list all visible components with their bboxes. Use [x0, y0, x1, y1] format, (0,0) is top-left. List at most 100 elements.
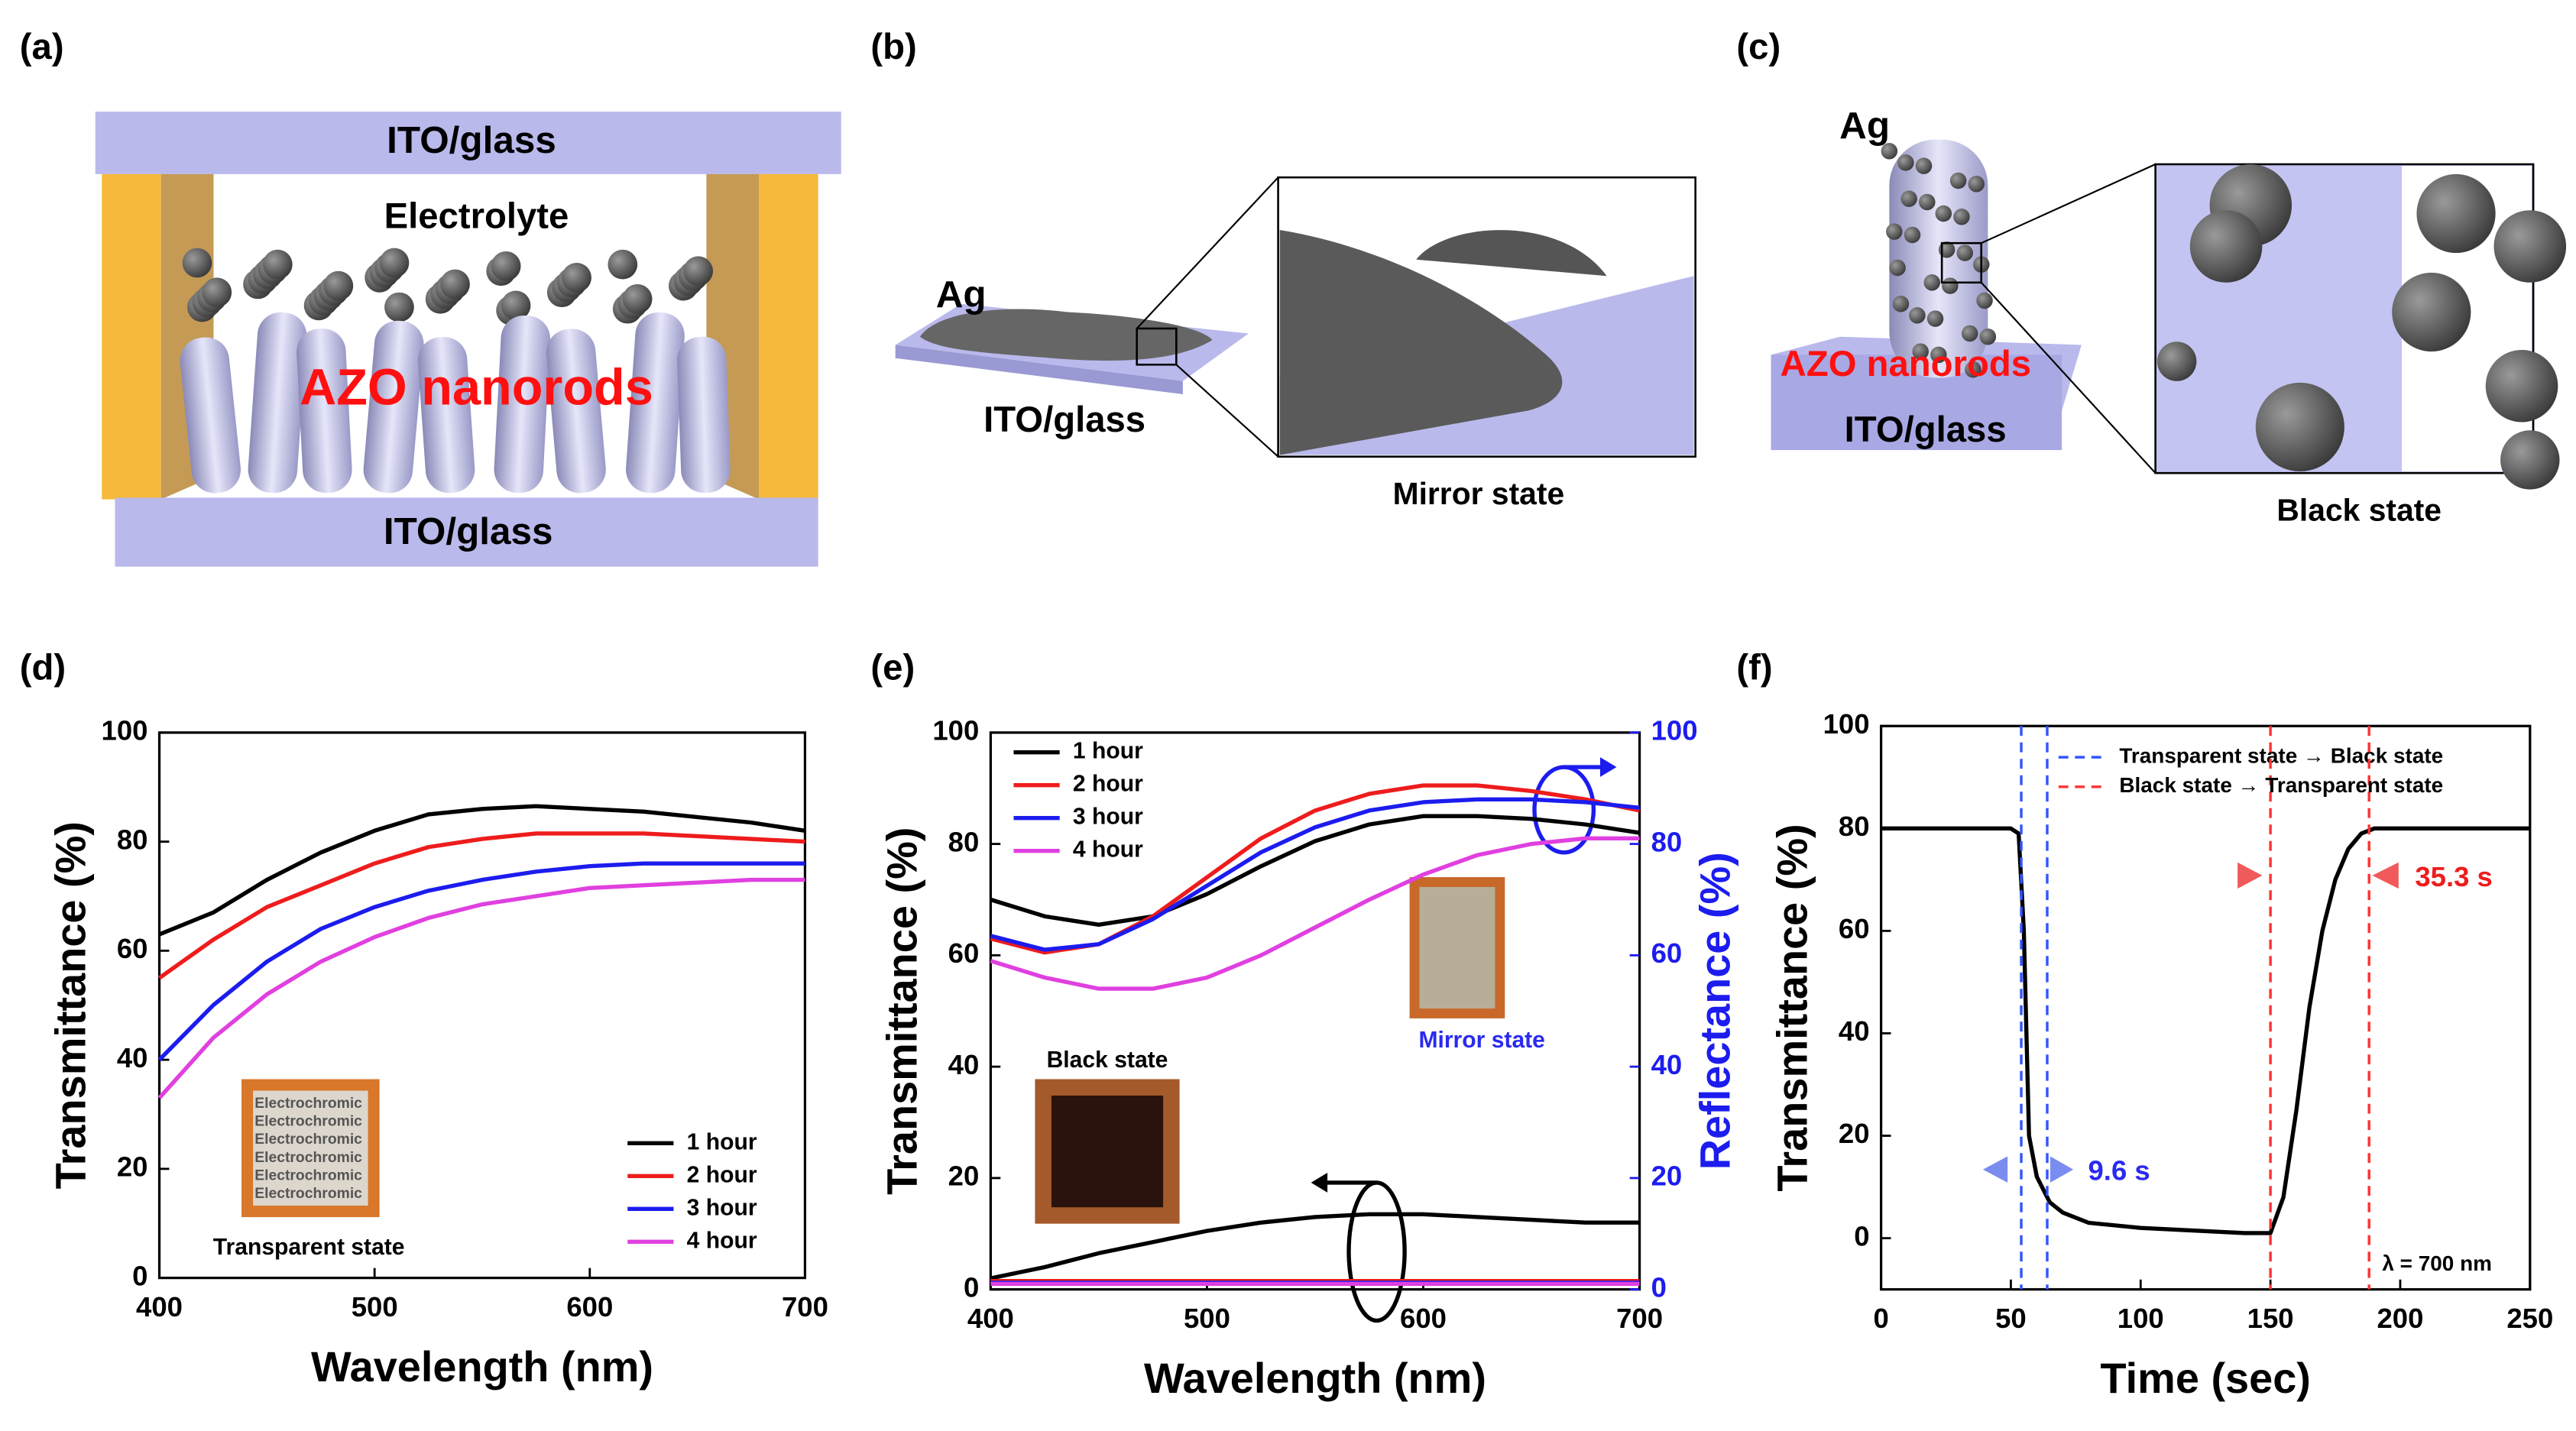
label: ITO/glass: [1845, 410, 2007, 450]
y-tick-label: 60: [1839, 913, 1870, 944]
ag-particle: [1912, 343, 1929, 360]
ag-particle: [1956, 244, 1973, 261]
zoom-box: [1940, 241, 1983, 284]
ag-particle: [1881, 143, 1898, 160]
sphere: [491, 251, 521, 281]
ag-particle: [1942, 277, 1959, 294]
ag-particle: [1919, 193, 1936, 211]
ag-particle: [2500, 430, 2560, 490]
arrow-head: [1311, 1173, 1328, 1193]
sphere: [622, 283, 653, 314]
y2-tick-label: 60: [1651, 937, 1683, 969]
ag-particle: [1953, 209, 1970, 225]
y-axis-label: Transmittance (%): [1768, 824, 1816, 1191]
ag-particle: [1935, 205, 1952, 222]
inset-label: Transparent state: [213, 1235, 405, 1260]
annotation: 35.3 s: [2415, 861, 2493, 892]
y-tick-label: 40: [1839, 1015, 1870, 1047]
photo-text: Electrochromic: [254, 1185, 362, 1202]
label: Ag: [936, 274, 987, 316]
y-tick-label: 20: [117, 1151, 148, 1183]
y2-tick-label: 80: [1651, 826, 1683, 857]
photo-text: Electrochromic: [254, 1095, 362, 1112]
ag-particle: [1892, 295, 1910, 312]
y-tick-label: 0: [964, 1271, 979, 1303]
y2-axis-label: Reflectance (%): [1691, 852, 1739, 1170]
photo-window: [1051, 1095, 1164, 1208]
inset-photo: Electrochromic Electrochromic Electrochr…: [213, 1079, 405, 1260]
ag-film: [919, 309, 1213, 361]
ag-particle: [1965, 361, 1981, 378]
nanorods: [180, 248, 731, 494]
nanorod: [363, 320, 424, 494]
zoom-line: [1980, 282, 2156, 474]
label: ITO/glass: [384, 510, 553, 552]
series-line: [990, 797, 1640, 952]
x-tick-label: 700: [782, 1291, 828, 1323]
zoom-box: [1136, 327, 1178, 366]
x-tick-label: 0: [1873, 1303, 1888, 1334]
x-axis-label: Time (sec): [2101, 1354, 2311, 1402]
x-tick-label: 500: [1184, 1303, 1230, 1334]
y-tick-label: 40: [948, 1049, 980, 1080]
x-tick-label: 400: [967, 1303, 1014, 1334]
spacer: [759, 173, 818, 500]
label: Electrolyte: [384, 196, 569, 236]
sphere: [384, 292, 414, 322]
panel-label: (c): [1736, 27, 1781, 67]
legend-label: 1 hour: [1073, 739, 1143, 764]
caption: Mirror state: [1393, 476, 1565, 511]
x-tick-label: 700: [1616, 1303, 1663, 1334]
substrate-edge: [895, 345, 1183, 394]
series-line: [1881, 826, 2530, 1235]
sphere: [683, 256, 714, 287]
y-tick-label: 20: [1839, 1118, 1870, 1149]
panel-label: (e): [870, 648, 915, 688]
ag-particle: [1886, 223, 1903, 240]
y-axis-label: Transmittance (%): [877, 827, 925, 1195]
x-tick-label: 400: [136, 1291, 183, 1323]
nanorod: [296, 329, 352, 494]
series-line: [157, 831, 805, 980]
sphere: [262, 249, 293, 280]
label: ITO/glass: [387, 119, 556, 161]
y-tick-label: 100: [1823, 708, 1870, 740]
nanorod: [417, 337, 475, 494]
y-axis-label: Transmittance (%): [47, 821, 95, 1189]
label: ITO/glass: [983, 400, 1145, 440]
axis-pointer: [1346, 1180, 1407, 1323]
series-line: [158, 804, 805, 937]
legend-label: 3 hour: [687, 1195, 757, 1220]
ag-grain: [1279, 229, 1563, 455]
series-line: [990, 836, 1640, 991]
x-tick-label: 150: [2247, 1303, 2294, 1334]
label: AZO nanorods: [1781, 344, 2031, 384]
legend-label: 2 hour: [1073, 772, 1143, 797]
ag-particle: [2156, 342, 2197, 381]
arrow-head: [1599, 757, 1617, 777]
y-tick-label: 80: [948, 826, 980, 857]
label: AZO nanorods: [300, 359, 653, 416]
y-tick-label: 0: [1854, 1220, 1869, 1251]
caption: Black state: [2276, 493, 2442, 528]
y-tick-label: 80: [1839, 811, 1870, 842]
nanorod: [248, 312, 307, 494]
photo-text: Electrochromic: [254, 1131, 362, 1148]
ag-particle: [1961, 325, 1978, 342]
ag-particle: [1930, 346, 1947, 364]
y-tick-label: 60: [117, 933, 148, 964]
nanorod: [180, 337, 241, 494]
annotations-f: 9.6 s 35.3 s λ = 700 nm: [1982, 861, 2493, 1275]
y2-tick-label: 20: [1651, 1161, 1683, 1192]
photo-window: [253, 1090, 368, 1206]
schematic-b: Mirror state Ag ITO/glass: [895, 176, 1696, 511]
x-axis-label: Wavelength (nm): [311, 1342, 653, 1391]
ag-particle: [2493, 210, 2567, 283]
y-tick-label: 60: [948, 937, 980, 969]
legend-label: 3 hour: [1073, 805, 1143, 830]
ag-grain: [1416, 230, 1607, 277]
ag-particle: [1979, 328, 1997, 345]
photo-text: Electrochromic: [254, 1112, 362, 1129]
nanorod: [1889, 139, 1988, 378]
y-tick-label: 100: [932, 715, 979, 746]
